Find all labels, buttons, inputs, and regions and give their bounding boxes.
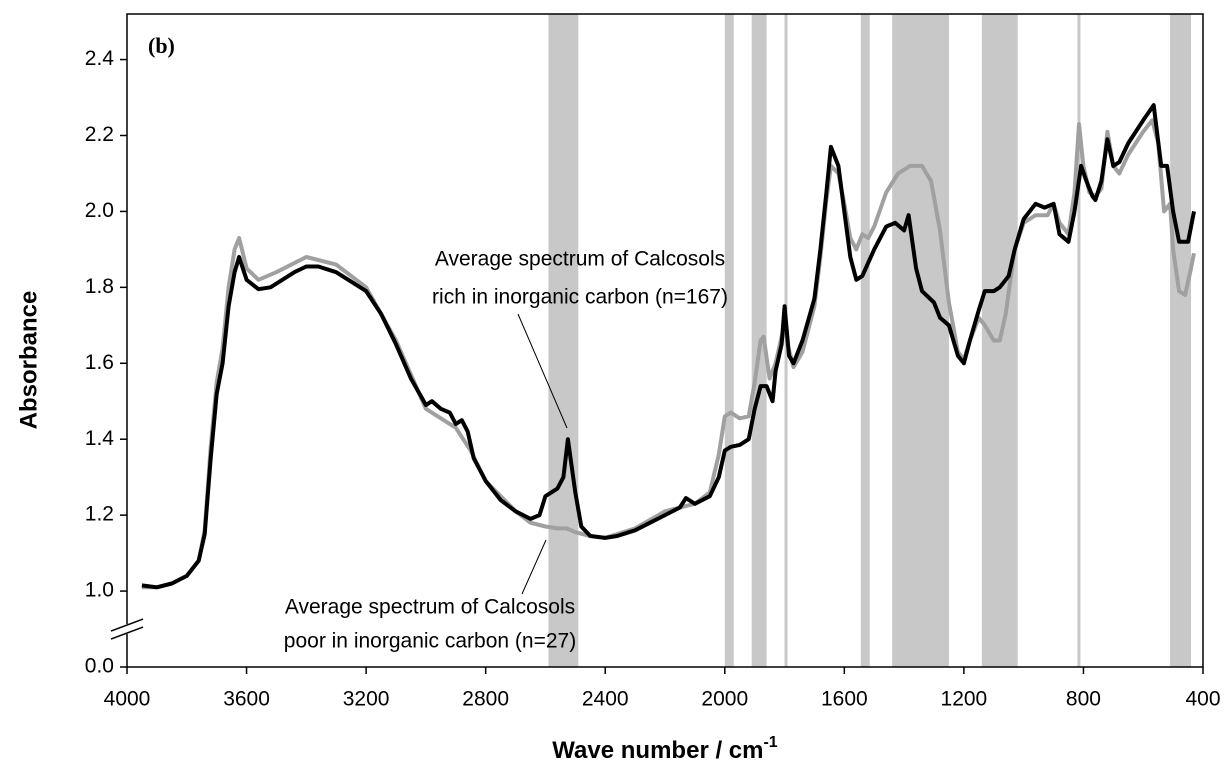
annotation: rich in inorganic carbon (n=167) (432, 286, 728, 309)
x-tick-label: 2800 (462, 688, 509, 711)
spectrum-line (141, 103, 1196, 590)
y-axis-label: Absorbance (15, 291, 42, 430)
spectrum-line (141, 118, 1196, 590)
x-tick-label: 2000 (701, 688, 748, 711)
x-axis-label-text: Wave number / cm (552, 737, 763, 764)
y-tick-label: 2.4 (85, 47, 115, 70)
shaded-band (892, 14, 949, 667)
annotation: Average spectrum of Calcosols (435, 248, 725, 271)
y-tick-label: 1.0 (85, 579, 114, 602)
x-tick-label: 3600 (223, 688, 270, 711)
y-tick-label: 1.4 (85, 427, 115, 450)
annotation-leader (521, 539, 547, 595)
x-tick-label: 2400 (582, 688, 629, 711)
shaded-band (1077, 14, 1081, 667)
x-tick-label: 400 (1185, 688, 1220, 711)
shaded-band (724, 14, 734, 667)
x-tick-label: 800 (1066, 688, 1101, 711)
x-tick-label: 1600 (821, 688, 868, 711)
y-tick-label: 1.2 (85, 503, 114, 526)
y-tick-label: 1.8 (85, 275, 114, 298)
y-tick-label: 2.2 (85, 123, 114, 146)
axes: 4000 3600 3200 2800 2400 2000 1600 1200 800 400 0.… (85, 13, 1221, 711)
x-tick-label: 4000 (104, 688, 151, 711)
axis-break (110, 618, 144, 632)
bands (548, 14, 1192, 667)
axis-break (110, 626, 144, 640)
x-axis-label-sup: -1 (763, 734, 777, 751)
y-tick-label: 1.6 (85, 351, 114, 374)
annotation: poor in inorganic carbon (n=27) (284, 630, 576, 653)
x-tick-label: 1200 (941, 688, 988, 711)
axis-break-gap (125, 624, 129, 635)
shaded-band (860, 14, 870, 667)
x-tick-label: 3200 (343, 688, 390, 711)
x-axis-label: Wave number / cm-1 (552, 734, 778, 764)
shaded-band (548, 14, 579, 667)
shaded-band (1170, 14, 1192, 667)
y-tick-label: 0.0 (85, 655, 114, 678)
plot-frame (126, 13, 1204, 668)
annotation-leader (517, 313, 568, 429)
annotation: Average spectrum of Calcosols (285, 596, 575, 619)
y-tick-label: 2.0 (85, 199, 114, 222)
lines (141, 103, 1196, 590)
panel-label: (b) (148, 33, 175, 58)
